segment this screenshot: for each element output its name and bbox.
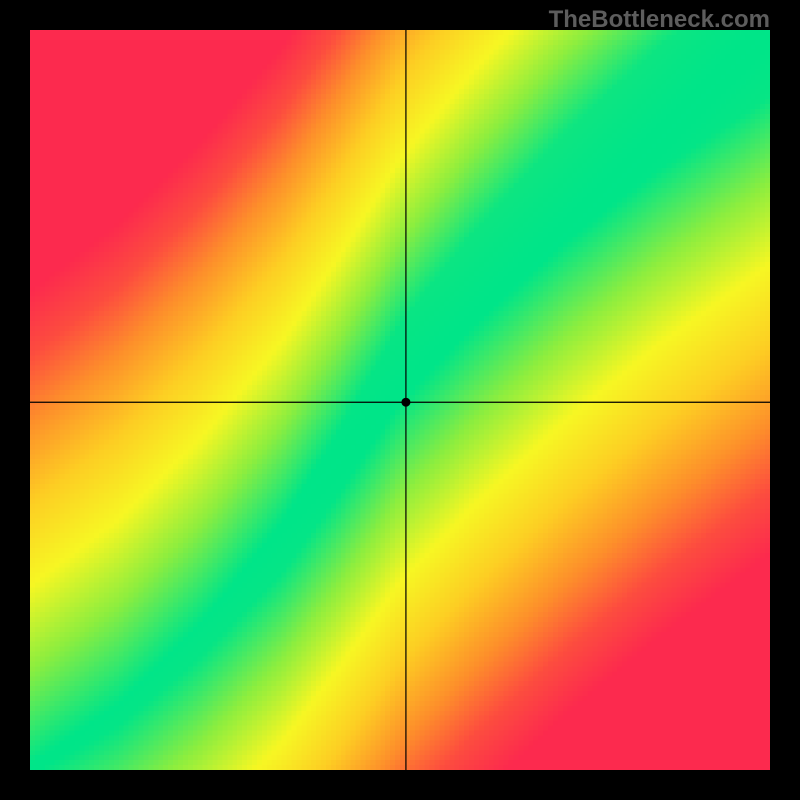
- bottleneck-heatmap: [30, 30, 770, 770]
- chart-container: TheBottleneck.com: [0, 0, 800, 800]
- watermark-text: TheBottleneck.com: [549, 6, 770, 34]
